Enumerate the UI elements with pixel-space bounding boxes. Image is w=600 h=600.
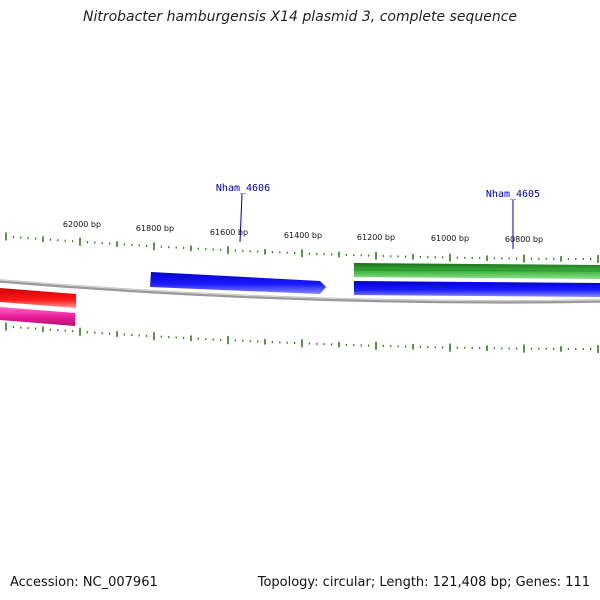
- map-title: Nitrobacter hamburgensis X14 plasmid 3, …: [82, 9, 518, 25]
- scale-ticks-lower: [5, 322, 599, 353]
- scale-label-60800: 60800 bp: [505, 235, 543, 244]
- gene-red[interactable]: [0, 288, 76, 308]
- scale-label-61600: 61600 bp: [210, 228, 248, 237]
- gene-nham-4605[interactable]: [354, 281, 600, 297]
- scale-label-61200: 61200 bp: [357, 233, 395, 242]
- gene-label-nham-4606[interactable]: Nham_4606: [216, 183, 270, 194]
- summary-text: Topology: circular; Length: 121,408 bp; …: [257, 575, 590, 590]
- scale-label-61000: 61000 bp: [431, 234, 469, 243]
- gene-pink[interactable]: [0, 307, 75, 326]
- scale-label-61400: 61400 bp: [284, 231, 322, 240]
- scale-label-62000: 62000 bp: [63, 220, 101, 229]
- sequence-backbone-highlight: [0, 279, 600, 302]
- sequence-backbone: [0, 279, 600, 304]
- gene-green[interactable]: [353, 263, 600, 279]
- accession-text: Accession: NC_007961: [10, 575, 158, 590]
- scale-ticks-upper: [5, 232, 599, 263]
- gene-label-leader-nham-4606: [239, 193, 243, 243]
- scale-label-61800: 61800 bp: [136, 224, 174, 233]
- gene-label-nham-4605[interactable]: Nham_4605: [486, 189, 540, 200]
- gene-nham-4606[interactable]: [150, 272, 326, 294]
